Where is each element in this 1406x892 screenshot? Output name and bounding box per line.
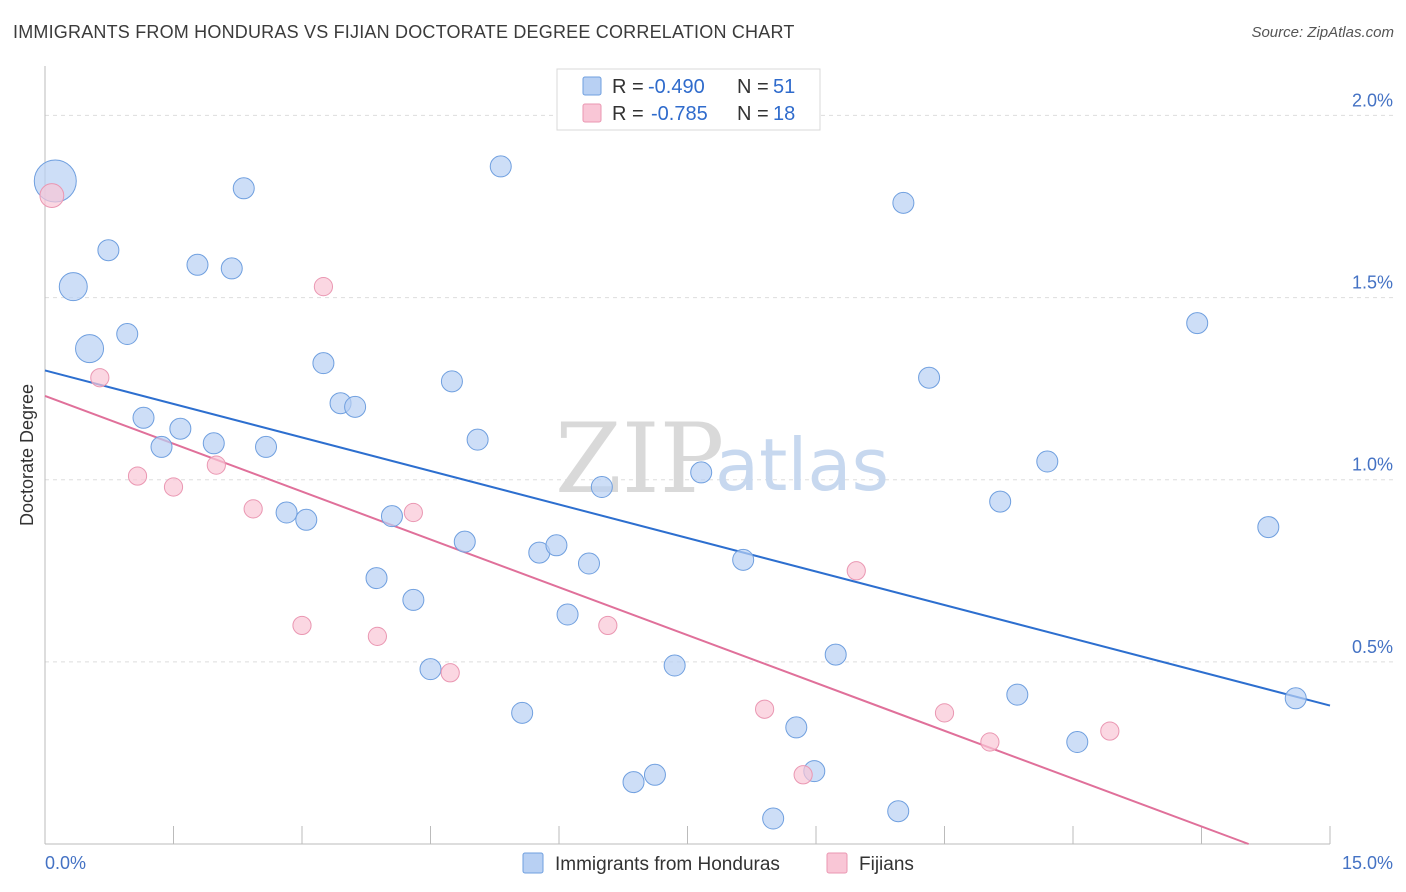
point-honduras-7 xyxy=(169,417,192,440)
legend-r-label-honduras: R = xyxy=(612,76,644,98)
point-fijians-5 xyxy=(243,499,263,519)
point-honduras-18 xyxy=(365,567,388,590)
point-honduras-3 xyxy=(97,239,120,262)
legend-n-label-fijians: N = xyxy=(737,103,769,125)
point-honduras-14 xyxy=(295,508,318,531)
point-honduras-29 xyxy=(556,603,579,626)
point-honduras-22 xyxy=(440,370,463,393)
point-honduras-13 xyxy=(275,501,298,524)
point-honduras-34 xyxy=(663,654,686,677)
source-note: Source: ZipAtlas.com xyxy=(1251,24,1394,41)
point-fijians-9 xyxy=(403,502,423,523)
y-tick-label-1: 1.0% xyxy=(1352,455,1393,475)
series-label-honduras: Immigrants from Honduras xyxy=(555,854,780,875)
point-fijians-11 xyxy=(598,615,618,636)
correlation-legend: R = -0.490 N = 51 R = -0.785 N = 18 xyxy=(556,68,821,131)
trend-line-fijians xyxy=(44,394,1249,845)
point-honduras-30 xyxy=(577,552,600,575)
legend-r-value-honduras: -0.490 xyxy=(648,76,705,98)
legend-r-label-fijians: R = xyxy=(612,103,644,125)
point-fijians-3 xyxy=(163,477,184,497)
point-honduras-41 xyxy=(887,800,910,823)
point-fijians-15 xyxy=(934,703,955,723)
point-fijians-7 xyxy=(313,277,334,297)
point-honduras-44 xyxy=(989,490,1012,513)
point-honduras-42 xyxy=(892,191,915,214)
point-honduras-26 xyxy=(511,701,534,724)
trend-lines xyxy=(44,369,1331,845)
point-honduras-28 xyxy=(545,534,568,557)
point-honduras-32 xyxy=(622,771,645,794)
point-honduras-47 xyxy=(1066,731,1089,753)
point-fijians-4 xyxy=(206,455,226,475)
point-honduras-9 xyxy=(202,432,225,455)
point-honduras-23 xyxy=(453,530,476,553)
watermark-atlas: atlas xyxy=(715,423,889,507)
point-honduras-38 xyxy=(785,716,808,739)
series-swatch-fijians xyxy=(826,852,848,874)
legend-r-value-fijians: -0.785 xyxy=(651,103,708,125)
point-fijians-8 xyxy=(367,626,387,646)
data-points xyxy=(33,155,1307,830)
point-honduras-36 xyxy=(732,548,755,571)
point-honduras-20 xyxy=(402,588,425,611)
point-honduras-25 xyxy=(489,155,512,178)
x-tick-label-max: 15.0% xyxy=(1342,853,1393,873)
y-tick-label-0: 0.5% xyxy=(1352,637,1393,657)
point-honduras-35 xyxy=(690,461,713,484)
point-honduras-46 xyxy=(1036,450,1059,473)
point-honduras-37 xyxy=(762,807,785,830)
point-honduras-17 xyxy=(344,395,367,418)
legend-n-value-fijians: 18 xyxy=(773,103,795,125)
y-axis-title: Doctorate Degree xyxy=(17,384,37,526)
point-honduras-6 xyxy=(150,435,173,458)
point-honduras-4 xyxy=(116,323,139,345)
point-fijians-13 xyxy=(793,765,813,785)
point-honduras-48 xyxy=(1186,312,1209,335)
legend-n-label-honduras: N = xyxy=(737,76,769,98)
y-tick-label-3: 2.0% xyxy=(1352,90,1393,110)
point-honduras-33 xyxy=(643,763,666,786)
point-honduras-43 xyxy=(918,366,941,389)
point-fijians-2 xyxy=(127,466,148,486)
point-fijians-0 xyxy=(39,183,65,208)
point-honduras-31 xyxy=(590,476,613,498)
point-fijians-14 xyxy=(846,561,866,581)
legend-swatch-fijians xyxy=(582,103,602,123)
x-tick-label-min: 0.0% xyxy=(45,853,86,873)
legend-n-value-honduras: 51 xyxy=(773,76,795,98)
point-honduras-49 xyxy=(1257,516,1280,539)
point-honduras-45 xyxy=(1006,683,1029,706)
point-fijians-12 xyxy=(755,699,775,719)
point-honduras-40 xyxy=(824,643,847,666)
point-fijians-16 xyxy=(980,732,1000,752)
point-fijians-1 xyxy=(90,368,110,388)
point-fijians-10 xyxy=(440,663,460,683)
legend-swatch-honduras xyxy=(582,76,602,96)
point-honduras-15 xyxy=(312,352,335,375)
watermark-zip: ZIP xyxy=(555,403,724,515)
point-honduras-1 xyxy=(58,272,88,302)
point-honduras-24 xyxy=(466,428,489,451)
point-honduras-21 xyxy=(419,658,442,681)
point-fijians-17 xyxy=(1100,721,1120,741)
watermark: ZIP atlas xyxy=(555,403,889,515)
series-label-fijians: Fijians xyxy=(859,854,914,875)
series-legend: Immigrants from Honduras Fijians xyxy=(522,852,914,875)
point-honduras-12 xyxy=(255,435,278,458)
trend-line-honduras xyxy=(44,369,1331,707)
point-honduras-8 xyxy=(186,253,209,276)
point-honduras-2 xyxy=(75,334,105,364)
y-tick-labels: 0.5% 1.0% 1.5% 2.0% xyxy=(1352,90,1393,656)
point-fijians-6 xyxy=(292,615,312,636)
point-honduras-50 xyxy=(1284,687,1307,710)
point-honduras-11 xyxy=(232,177,255,200)
chart-title: IMMIGRANTS FROM HONDURAS VS FIJIAN DOCTO… xyxy=(13,22,795,42)
point-honduras-10 xyxy=(220,257,243,280)
point-honduras-19 xyxy=(380,505,403,528)
y-tick-label-2: 1.5% xyxy=(1352,273,1393,293)
point-honduras-5 xyxy=(132,406,155,429)
series-swatch-honduras xyxy=(522,852,544,874)
